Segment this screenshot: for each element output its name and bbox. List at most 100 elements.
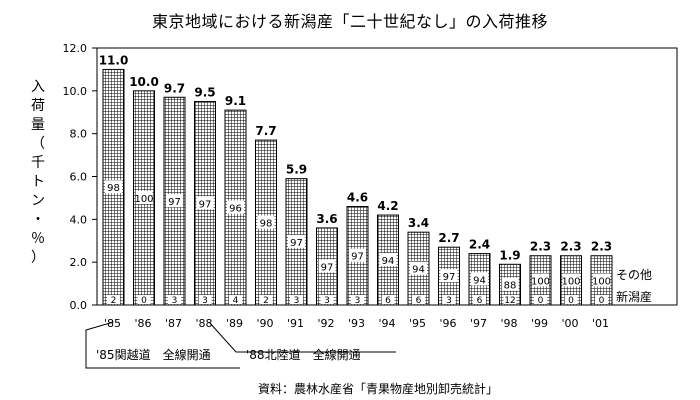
x-tick-label: '97 xyxy=(470,317,487,330)
y-tick-label: 10.0 xyxy=(63,85,88,98)
share-label: 94 xyxy=(473,275,486,286)
share-label: 97 xyxy=(443,272,456,283)
share-label-box xyxy=(501,277,519,291)
x-tick-label: '85 xyxy=(104,317,121,330)
x-tick-label: '94 xyxy=(378,317,395,330)
annotation-bracket-hokuriku xyxy=(208,321,396,353)
other-share-label: 0 xyxy=(599,296,605,306)
other-share-label: 3 xyxy=(172,296,178,306)
value-label: 2.3 xyxy=(591,240,612,254)
share-label: 97 xyxy=(321,262,334,273)
other-share-label: 3 xyxy=(294,296,300,306)
value-label: 11.0 xyxy=(99,53,129,67)
other-share-label: 4 xyxy=(233,296,239,306)
annotation-bracket-kanetsu xyxy=(85,321,240,369)
other-label-box xyxy=(320,295,334,304)
other-share-label: 3 xyxy=(202,296,208,306)
value-label: 4.6 xyxy=(347,190,368,204)
value-label: 7.7 xyxy=(255,124,276,138)
share-label-box xyxy=(471,272,488,286)
other-label-box xyxy=(351,295,364,304)
share-label: 100 xyxy=(134,194,153,205)
other-share-label: 0 xyxy=(538,296,544,306)
share-label-box xyxy=(227,200,244,214)
other-share-label: 0 xyxy=(141,296,147,306)
share-label-box xyxy=(410,261,427,275)
value-label: 2.7 xyxy=(438,231,459,245)
legend-other: その他 xyxy=(616,268,652,282)
other-label-box xyxy=(595,295,608,304)
legend-niigata: 新潟産 xyxy=(616,289,652,304)
other-share-label: 2 xyxy=(111,296,117,306)
other-label-box xyxy=(473,295,486,304)
source-note: 資料：農林水産省「青果物産地別卸売統計」 xyxy=(258,382,499,396)
other-share-label: 6 xyxy=(416,296,422,306)
share-label-box xyxy=(562,273,580,287)
x-tick-label: '88 xyxy=(195,317,212,330)
share-label-box xyxy=(379,253,397,267)
value-label: 10.0 xyxy=(129,75,159,89)
y-tick-label: 0.0 xyxy=(70,299,88,312)
other-label-box xyxy=(381,295,395,304)
x-tick-label: '90 xyxy=(256,317,273,330)
x-tick-label: '93 xyxy=(348,317,365,330)
other-share-label: 2 xyxy=(263,296,269,306)
other-share-label: 6 xyxy=(477,296,483,306)
share-label-box xyxy=(257,215,275,229)
value-label: 2.3 xyxy=(560,240,581,254)
share-label: 88 xyxy=(504,281,517,292)
other-label-box xyxy=(442,295,456,304)
x-tick-label: '87 xyxy=(165,317,182,330)
x-tick-label: '98 xyxy=(500,317,517,330)
other-share-label: 3 xyxy=(324,296,330,306)
annotation-hokuriku: '88北陸道 全線開通 xyxy=(246,348,361,362)
share-label-box xyxy=(532,273,549,287)
x-tick-label: '86 xyxy=(134,317,151,330)
x-tick-label: '96 xyxy=(439,317,456,330)
share-label: 94 xyxy=(412,265,425,276)
other-share-label: 6 xyxy=(385,296,391,306)
value-label: 2.4 xyxy=(469,238,490,252)
other-label-box xyxy=(229,295,242,304)
other-label-box xyxy=(198,295,212,304)
x-tick-label: '92 xyxy=(317,317,334,330)
chart-title: 東京地域における新潟産「二十世紀なし」の入荷推移 xyxy=(151,12,548,31)
share-label-box xyxy=(105,180,122,194)
other-label-box xyxy=(412,295,425,304)
x-tick-label: '01 xyxy=(592,317,609,330)
share-label-box xyxy=(440,269,458,283)
share-label: 100 xyxy=(531,276,550,287)
y-tick-label: 4.0 xyxy=(70,213,88,226)
share-label: 94 xyxy=(382,256,395,267)
share-label: 97 xyxy=(290,238,303,249)
share-label: 100 xyxy=(592,276,611,287)
value-label: 9.7 xyxy=(164,81,185,95)
value-label: 9.5 xyxy=(194,86,215,100)
other-share-label: 3 xyxy=(446,296,452,306)
value-label: 1.9 xyxy=(499,248,520,262)
share-label: 98 xyxy=(107,183,120,194)
x-tick-label: '99 xyxy=(531,317,548,330)
share-label: 97 xyxy=(351,252,364,263)
share-label: 97 xyxy=(168,197,181,208)
y-tick-label: 2.0 xyxy=(70,256,88,269)
y-axis-label: 入荷量（千トン・％） xyxy=(31,79,45,266)
other-label-box xyxy=(503,295,517,304)
other-share-label: 3 xyxy=(355,296,361,306)
x-tick-label: '95 xyxy=(409,317,426,330)
value-label: 4.2 xyxy=(377,199,398,213)
annotation-kanetsu: '85関越道 全線開通 xyxy=(96,348,211,362)
share-label: 100 xyxy=(561,276,580,287)
share-label-box xyxy=(135,190,153,204)
share-label: 97 xyxy=(199,199,212,210)
other-label-box xyxy=(259,295,273,304)
other-label-box xyxy=(137,295,151,304)
other-label-box xyxy=(168,295,181,304)
share-label-box xyxy=(593,273,610,287)
other-label-box xyxy=(534,295,547,304)
x-tick-label: '91 xyxy=(287,317,304,330)
value-label: 2.3 xyxy=(530,240,551,254)
x-tick-label: '00 xyxy=(561,317,578,330)
x-tick-label: '89 xyxy=(226,317,243,330)
